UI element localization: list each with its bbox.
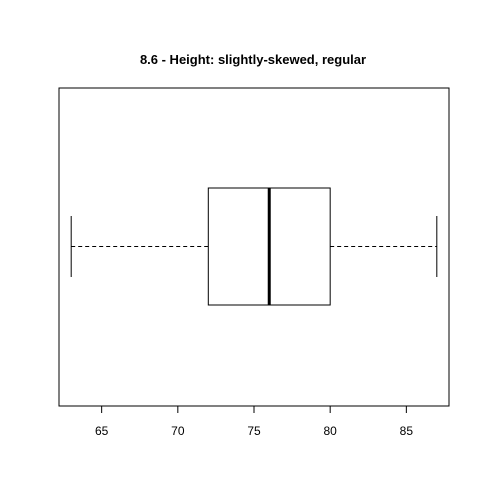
x-tick-label: 80 [323,424,337,438]
x-tick-label: 65 [95,424,109,438]
chart-title: 8.6 - Height: slightly-skewed, regular [140,52,366,67]
x-tick-label: 75 [247,424,261,438]
x-tick-label: 70 [171,424,185,438]
x-tick-label: 85 [400,424,414,438]
x-axis: 65 70 75 80 85 [95,405,414,438]
box-group [70,187,438,306]
